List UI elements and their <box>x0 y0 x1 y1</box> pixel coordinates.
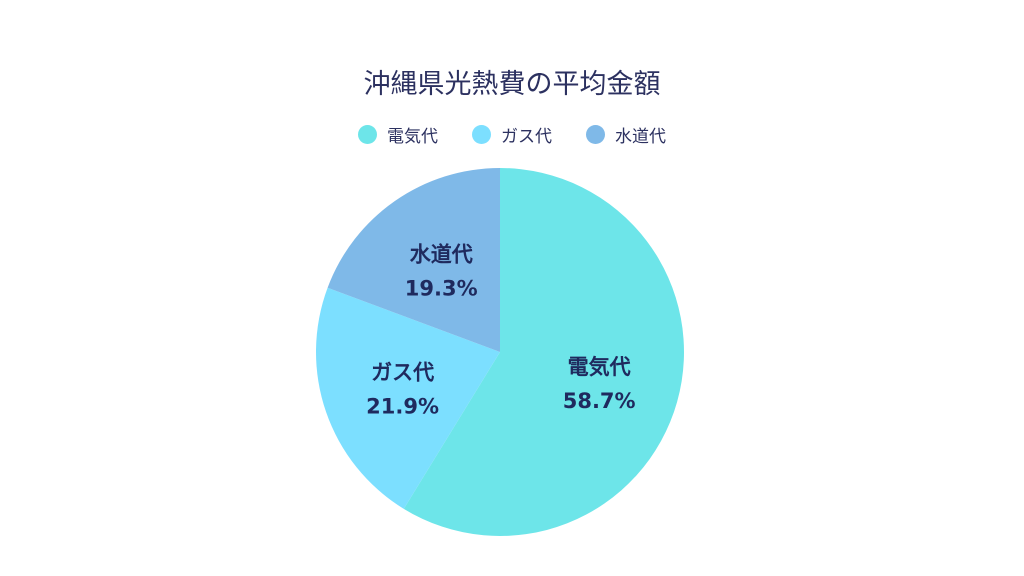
pie-slice[interactable] <box>403 168 684 536</box>
legend-label: 電気代 <box>387 127 438 147</box>
legend-swatch <box>358 125 377 144</box>
pie-slice[interactable] <box>316 287 500 509</box>
legend-label: ガス代 <box>501 127 552 147</box>
legend-item[interactable]: 水道代 <box>586 122 666 147</box>
slice-value-label: 21.9% <box>366 395 439 419</box>
pie-slice[interactable] <box>327 168 500 352</box>
chart-title: 沖縄県光熱費の平均金額 <box>363 69 661 100</box>
legend-item[interactable]: ガス代 <box>472 122 552 147</box>
legend-swatch <box>472 125 491 144</box>
slice-name-label: ガス代 <box>371 361 434 385</box>
slice-name-label: 電気代 <box>568 355 631 379</box>
slice-name-label: 水道代 <box>410 242 473 266</box>
legend: 電気代 ガス代 水道代 <box>0 122 1024 147</box>
legend-swatch <box>586 125 605 144</box>
legend-label: 水道代 <box>615 127 666 147</box>
slice-value-label: 19.3% <box>405 276 478 300</box>
slice-value-label: 58.7% <box>563 389 636 413</box>
legend-item[interactable]: 電気代 <box>358 122 438 147</box>
